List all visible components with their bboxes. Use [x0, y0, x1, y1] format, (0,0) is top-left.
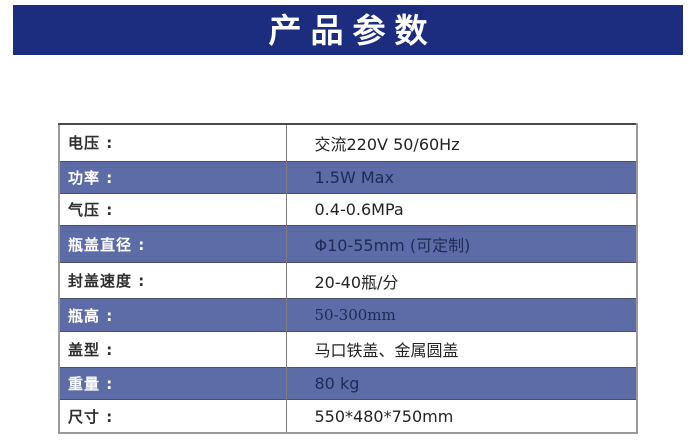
spec-label: 电压 :	[59, 124, 287, 162]
spec-label: 尺寸 :	[59, 399, 287, 433]
spec-value: 20-40瓶/分	[286, 261, 637, 299]
table-row: 瓶高 : 50-300mm	[59, 298, 637, 332]
spec-value: 80 kg	[286, 367, 637, 400]
title-banner: 产品参数	[13, 5, 683, 55]
table-row: 气压 : 0.4-0.6MPa	[59, 193, 637, 226]
spec-value: 0.4-0.6MPa	[286, 193, 637, 226]
spec-label: 气压 :	[59, 193, 287, 226]
spec-value: 1.5W Max	[286, 160, 637, 194]
spec-label: 瓶高 :	[59, 298, 287, 332]
spec-value: 550*480*750mm	[286, 399, 637, 433]
spec-label: 盖型 :	[59, 330, 287, 368]
product-spec-table: 电压 : 交流220V 50/60Hz 功率 : 1.5W Max 气压 : 0…	[58, 123, 638, 434]
spec-value: 50-300mm	[286, 298, 637, 332]
table-row: 瓶盖直径 : Φ10-55mm (可定制)	[59, 225, 637, 263]
table-row: 功率 : 1.5W Max	[59, 160, 637, 194]
table-row: 尺寸 : 550*480*750mm	[59, 399, 637, 433]
table-row: 盖型 : 马口铁盖、金属圆盖	[59, 330, 637, 368]
spec-value: 交流220V 50/60Hz	[314, 134, 460, 154]
page-title: 产品参数	[268, 10, 437, 50]
spec-label: 重量 :	[59, 367, 287, 400]
table-row: 电压 : 交流220V 50/60Hz	[59, 124, 637, 162]
spec-label: 封盖速度 :	[59, 261, 287, 299]
spec-label: 瓶盖直径 :	[59, 225, 287, 263]
spec-value: 马口铁盖、金属圆盖	[286, 330, 637, 368]
spec-label: 功率 :	[59, 160, 287, 194]
table-row: 重量 : 80 kg	[59, 367, 637, 400]
spec-value: Φ10-55mm (可定制)	[286, 225, 637, 263]
table-row: 封盖速度 : 20-40瓶/分	[59, 261, 637, 299]
